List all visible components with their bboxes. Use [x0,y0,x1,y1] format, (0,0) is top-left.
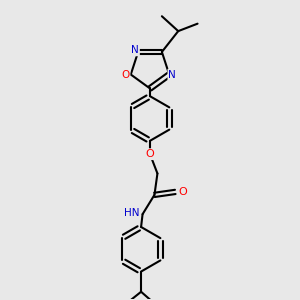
Text: N: N [131,45,139,56]
Text: HN: HN [124,208,139,218]
Text: O: O [146,149,154,159]
Text: O: O [121,70,130,80]
Text: N: N [168,70,176,80]
Text: O: O [178,187,187,197]
